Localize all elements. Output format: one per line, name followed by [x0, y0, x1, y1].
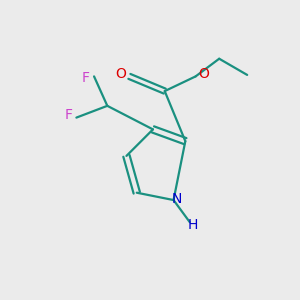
Text: N: N	[171, 192, 182, 206]
Text: O: O	[198, 67, 209, 81]
Text: F: F	[82, 71, 90, 85]
Text: O: O	[116, 67, 127, 81]
Text: F: F	[64, 108, 72, 122]
Text: H: H	[188, 218, 198, 232]
